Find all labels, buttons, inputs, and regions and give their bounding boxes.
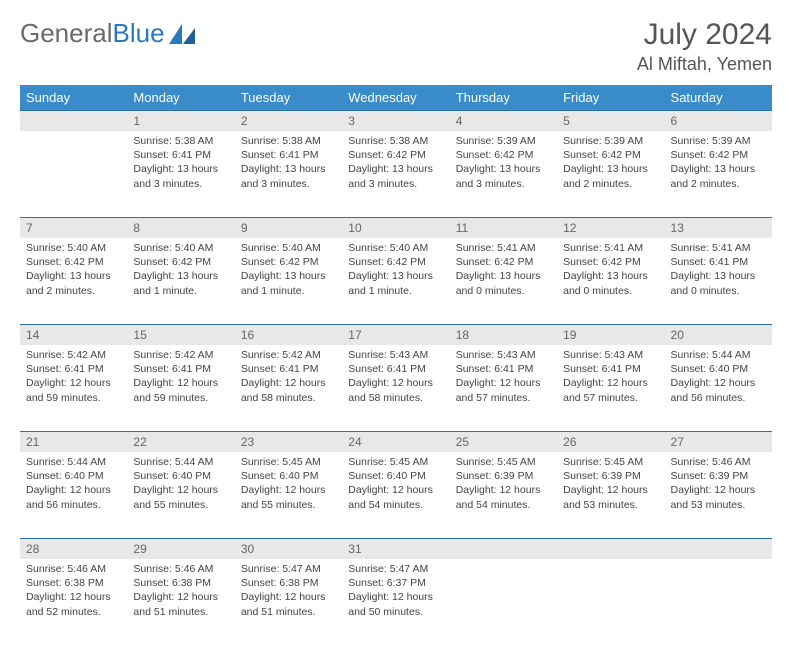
day-body: Sunrise: 5:42 AMSunset: 6:41 PMDaylight:… [20, 345, 127, 411]
day-number: 3 [342, 110, 449, 131]
day-number: 29 [127, 538, 234, 559]
day-number: 1 [127, 110, 234, 131]
day-body: Sunrise: 5:38 AMSunset: 6:41 PMDaylight:… [127, 131, 234, 197]
day-body: Sunrise: 5:45 AMSunset: 6:39 PMDaylight:… [450, 452, 557, 518]
day-number: 15 [127, 324, 234, 345]
daybody-empty [665, 559, 772, 568]
logo-sail-icon [169, 24, 195, 44]
day-number: 13 [665, 217, 772, 238]
day-body: Sunrise: 5:40 AMSunset: 6:42 PMDaylight:… [20, 238, 127, 304]
day-number: 6 [665, 110, 772, 131]
week-body-row: Sunrise: 5:42 AMSunset: 6:41 PMDaylight:… [20, 345, 772, 431]
day-body: Sunrise: 5:43 AMSunset: 6:41 PMDaylight:… [342, 345, 449, 411]
daynum-empty [20, 110, 127, 131]
day-number: 30 [235, 538, 342, 559]
day-body: Sunrise: 5:47 AMSunset: 6:38 PMDaylight:… [235, 559, 342, 625]
day-number: 27 [665, 431, 772, 452]
daynum-empty [557, 538, 664, 559]
daybody-empty [450, 559, 557, 568]
day-number: 24 [342, 431, 449, 452]
day-body: Sunrise: 5:44 AMSunset: 6:40 PMDaylight:… [127, 452, 234, 518]
day-number: 17 [342, 324, 449, 345]
week-body-row: Sunrise: 5:44 AMSunset: 6:40 PMDaylight:… [20, 452, 772, 538]
day-number: 14 [20, 324, 127, 345]
week-daynum-row: 21222324252627 [20, 431, 772, 452]
day-body: Sunrise: 5:47 AMSunset: 6:37 PMDaylight:… [342, 559, 449, 625]
day-body: Sunrise: 5:39 AMSunset: 6:42 PMDaylight:… [557, 131, 664, 197]
week-daynum-row: 123456 [20, 110, 772, 131]
week-daynum-row: 78910111213 [20, 217, 772, 238]
day-body: Sunrise: 5:42 AMSunset: 6:41 PMDaylight:… [235, 345, 342, 411]
weekday-header: Thursday [450, 85, 557, 110]
weekday-header: Sunday [20, 85, 127, 110]
day-body: Sunrise: 5:45 AMSunset: 6:39 PMDaylight:… [557, 452, 664, 518]
week-body-row: Sunrise: 5:46 AMSunset: 6:38 PMDaylight:… [20, 559, 772, 645]
weekday-header: Monday [127, 85, 234, 110]
weekday-header: Wednesday [342, 85, 449, 110]
week-body-row: Sunrise: 5:38 AMSunset: 6:41 PMDaylight:… [20, 131, 772, 217]
daynum-empty [665, 538, 772, 559]
day-number: 9 [235, 217, 342, 238]
day-number: 26 [557, 431, 664, 452]
weekday-header: Saturday [665, 85, 772, 110]
logo-text-blue: Blue [113, 18, 165, 49]
day-body: Sunrise: 5:46 AMSunset: 6:38 PMDaylight:… [127, 559, 234, 625]
location-label: Al Miftah, Yemen [637, 54, 772, 75]
week-daynum-row: 28293031 [20, 538, 772, 559]
weekday-header: Tuesday [235, 85, 342, 110]
day-number: 5 [557, 110, 664, 131]
page-header: GeneralBlue July 2024 Al Miftah, Yemen [20, 18, 772, 75]
day-body: Sunrise: 5:44 AMSunset: 6:40 PMDaylight:… [665, 345, 772, 411]
day-body: Sunrise: 5:43 AMSunset: 6:41 PMDaylight:… [557, 345, 664, 411]
day-number: 31 [342, 538, 449, 559]
day-number: 16 [235, 324, 342, 345]
weekday-header: Friday [557, 85, 664, 110]
day-body: Sunrise: 5:44 AMSunset: 6:40 PMDaylight:… [20, 452, 127, 518]
logo-text-gray: General [20, 18, 113, 49]
day-body: Sunrise: 5:40 AMSunset: 6:42 PMDaylight:… [235, 238, 342, 304]
day-number: 20 [665, 324, 772, 345]
day-number: 23 [235, 431, 342, 452]
day-number: 11 [450, 217, 557, 238]
day-body: Sunrise: 5:39 AMSunset: 6:42 PMDaylight:… [450, 131, 557, 197]
day-number: 19 [557, 324, 664, 345]
week-daynum-row: 14151617181920 [20, 324, 772, 345]
day-number: 21 [20, 431, 127, 452]
day-body: Sunrise: 5:39 AMSunset: 6:42 PMDaylight:… [665, 131, 772, 197]
calendar-table: SundayMondayTuesdayWednesdayThursdayFrid… [20, 85, 772, 645]
day-body: Sunrise: 5:46 AMSunset: 6:38 PMDaylight:… [20, 559, 127, 625]
logo: GeneralBlue [20, 18, 195, 49]
weekday-header-row: SundayMondayTuesdayWednesdayThursdayFrid… [20, 85, 772, 110]
day-body: Sunrise: 5:41 AMSunset: 6:41 PMDaylight:… [665, 238, 772, 304]
day-body: Sunrise: 5:38 AMSunset: 6:41 PMDaylight:… [235, 131, 342, 197]
day-body: Sunrise: 5:45 AMSunset: 6:40 PMDaylight:… [342, 452, 449, 518]
day-number: 10 [342, 217, 449, 238]
week-body-row: Sunrise: 5:40 AMSunset: 6:42 PMDaylight:… [20, 238, 772, 324]
day-number: 28 [20, 538, 127, 559]
day-number: 18 [450, 324, 557, 345]
daybody-empty [557, 559, 664, 568]
daynum-empty [450, 538, 557, 559]
day-number: 12 [557, 217, 664, 238]
day-number: 2 [235, 110, 342, 131]
day-body: Sunrise: 5:40 AMSunset: 6:42 PMDaylight:… [127, 238, 234, 304]
day-body: Sunrise: 5:46 AMSunset: 6:39 PMDaylight:… [665, 452, 772, 518]
day-number: 8 [127, 217, 234, 238]
title-block: July 2024 Al Miftah, Yemen [637, 18, 772, 75]
daybody-empty [20, 131, 127, 140]
day-body: Sunrise: 5:45 AMSunset: 6:40 PMDaylight:… [235, 452, 342, 518]
day-number: 7 [20, 217, 127, 238]
day-body: Sunrise: 5:38 AMSunset: 6:42 PMDaylight:… [342, 131, 449, 197]
day-body: Sunrise: 5:41 AMSunset: 6:42 PMDaylight:… [557, 238, 664, 304]
day-body: Sunrise: 5:41 AMSunset: 6:42 PMDaylight:… [450, 238, 557, 304]
day-number: 22 [127, 431, 234, 452]
calendar-body: 123456Sunrise: 5:38 AMSunset: 6:41 PMDay… [20, 110, 772, 645]
day-body: Sunrise: 5:42 AMSunset: 6:41 PMDaylight:… [127, 345, 234, 411]
month-title: July 2024 [637, 18, 772, 52]
day-number: 25 [450, 431, 557, 452]
day-number: 4 [450, 110, 557, 131]
day-body: Sunrise: 5:43 AMSunset: 6:41 PMDaylight:… [450, 345, 557, 411]
day-body: Sunrise: 5:40 AMSunset: 6:42 PMDaylight:… [342, 238, 449, 304]
